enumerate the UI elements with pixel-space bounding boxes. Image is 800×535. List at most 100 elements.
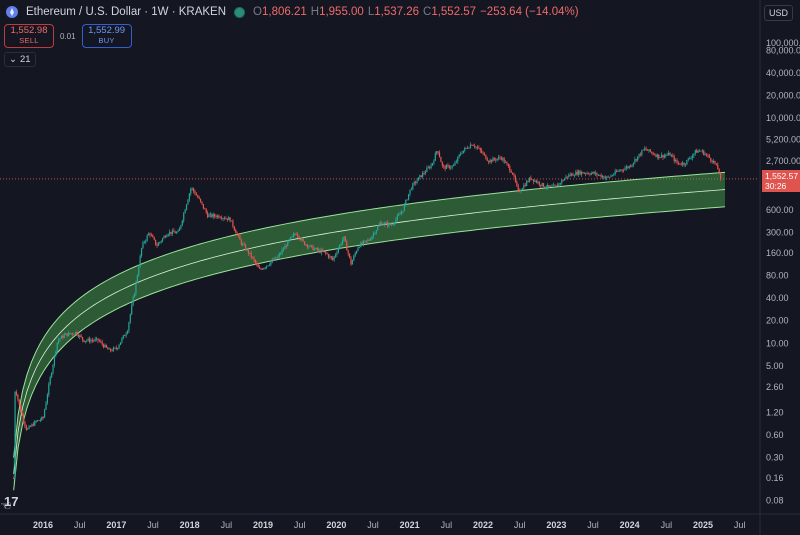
candle-body	[340, 243, 342, 245]
candle-body	[105, 344, 108, 348]
candle-body	[433, 160, 435, 164]
candle-body	[474, 145, 476, 148]
candle-body	[510, 170, 512, 173]
time-tick-label: 2019	[253, 520, 273, 530]
candle-body	[343, 236, 345, 240]
candle-body	[88, 338, 91, 342]
candle-body	[391, 224, 393, 226]
candle-body	[399, 213, 401, 215]
candle-body	[562, 180, 564, 182]
band-upper-line	[13, 171, 726, 458]
candle-body	[384, 222, 386, 225]
candle-body	[406, 199, 408, 201]
candle-body	[207, 212, 209, 218]
candle-body	[368, 239, 370, 241]
candle-body	[718, 169, 720, 173]
candle-body	[155, 239, 157, 245]
candle-body	[597, 174, 599, 176]
candle-body	[517, 185, 519, 190]
time-tick-label: Jul	[661, 520, 673, 530]
candle-body	[451, 165, 453, 168]
indicator-toggle[interactable]: ⌄ 21	[4, 52, 36, 67]
candle-body	[208, 215, 210, 218]
candle-body	[55, 351, 57, 356]
candle-body	[516, 181, 518, 186]
candle-body	[468, 147, 470, 149]
buy-button[interactable]: 1,552.99 BUY	[81, 24, 132, 48]
candle-body	[519, 189, 521, 192]
candle-body	[110, 348, 112, 351]
candle-body	[445, 165, 448, 169]
candle-body	[364, 240, 366, 242]
candle-body	[181, 220, 183, 226]
last-price-label: 1,552.57 30:26	[762, 170, 800, 192]
candle-body	[198, 197, 200, 199]
candle-body	[610, 175, 612, 178]
candle-body	[104, 344, 106, 348]
candle-body	[677, 162, 680, 164]
candle-body	[247, 249, 249, 254]
candle-body	[377, 226, 379, 231]
candle-body	[132, 297, 134, 306]
candle-body	[45, 402, 47, 410]
candle-body	[621, 169, 623, 171]
price-tick-label: 10,000.00	[766, 113, 800, 123]
candle-body	[306, 244, 309, 248]
candle-body	[660, 154, 663, 158]
ethereum-icon	[6, 6, 18, 18]
candle-body	[690, 157, 692, 159]
sell-button[interactable]: 1,552.98 SELL	[4, 24, 54, 48]
candle-body	[147, 233, 150, 236]
candle-body	[583, 173, 585, 174]
candle-body	[575, 171, 577, 176]
candle-body	[17, 394, 19, 400]
price-tick-label: 40,000.00	[766, 68, 800, 78]
candle-body	[444, 166, 446, 169]
candle-body	[552, 184, 554, 186]
candle-body	[320, 249, 323, 253]
candle-body	[407, 194, 410, 200]
candle-body	[416, 180, 418, 183]
tradingview-logo[interactable]: 17	[4, 494, 19, 509]
candle-body	[43, 409, 46, 418]
candle-body	[309, 245, 311, 247]
candle-body	[69, 332, 71, 334]
candle-body	[535, 180, 538, 183]
candle-body	[100, 341, 102, 343]
candle-body	[669, 152, 671, 156]
candle-body	[587, 173, 590, 175]
candle-body	[684, 164, 687, 166]
candle-body	[22, 415, 25, 422]
candle-body	[341, 239, 344, 244]
time-tick-label: 2021	[400, 520, 420, 530]
candle-body	[261, 268, 264, 270]
candle-body	[53, 355, 56, 365]
candle-body	[67, 332, 70, 336]
currency-button[interactable]: USD	[764, 5, 794, 21]
candle-body	[350, 257, 352, 265]
candle-body	[590, 173, 592, 175]
candle-body	[462, 150, 465, 154]
candle-body	[521, 188, 524, 191]
candle-body	[226, 218, 228, 220]
candle-body	[370, 239, 372, 241]
candle-body	[95, 338, 98, 340]
candle-body	[215, 216, 217, 218]
candle-body	[493, 158, 495, 160]
candle-body	[464, 148, 466, 151]
symbol-title[interactable]: Ethereum / U.S. Dollar · 1W · KRAKEN	[26, 6, 227, 18]
candle-body	[472, 145, 474, 147]
candle-body	[717, 164, 719, 170]
candle-body	[318, 249, 320, 251]
candle-body	[573, 175, 576, 177]
market-status-icon[interactable]	[234, 6, 246, 18]
candle-body	[28, 426, 30, 429]
candle-body	[86, 340, 88, 342]
candle-body	[76, 331, 78, 335]
time-tick-label: 2017	[106, 520, 126, 530]
candle-body	[568, 174, 570, 177]
candle-body	[635, 159, 637, 161]
candle-body	[149, 233, 151, 236]
candle-body	[615, 171, 618, 172]
